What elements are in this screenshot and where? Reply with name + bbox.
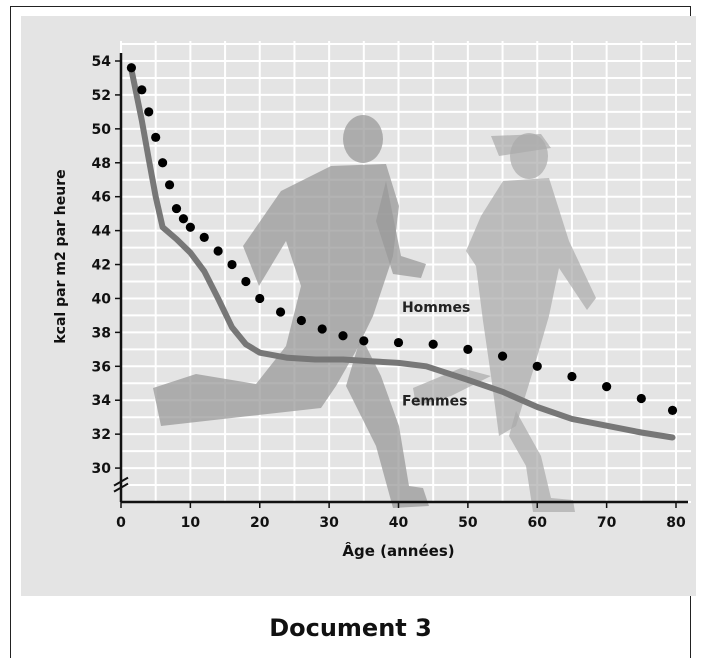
chart: 30 32 34 36 38 40 42 44 46 48 50 52 54 0 10 20 30 40 50 60…: [21, 16, 696, 596]
y-tick-label: 54: [92, 54, 112, 70]
y-tick-label: 30: [92, 461, 112, 477]
data-point-hommes: [199, 232, 209, 242]
data-point-hommes: [667, 405, 678, 416]
data-point-hommes: [317, 324, 327, 334]
x-tick-label: 20: [250, 515, 270, 531]
female-runner-silhouette: [413, 133, 596, 512]
data-point-hommes: [227, 259, 237, 270]
x-tick-label: 30: [319, 515, 339, 531]
y-tick-label: 50: [92, 122, 112, 138]
document-caption: Document 3: [269, 614, 432, 642]
data-point-hommes: [428, 339, 438, 349]
x-tick-label: 60: [528, 515, 548, 531]
data-point-hommes: [185, 222, 195, 232]
data-point-hommes: [567, 371, 577, 382]
axis-break-stroke: [113, 476, 129, 487]
data-point-hommes: [602, 382, 612, 392]
series-line-femmes: [128, 66, 676, 441]
data-point-hommes: [255, 293, 265, 304]
x-tick-label: 80: [666, 515, 686, 531]
data-point-hommes: [359, 336, 369, 346]
x-tick-labels: 0 10 20 30 40 50 60 70 80: [116, 502, 686, 531]
data-point-hommes: [137, 85, 147, 95]
y-tick-label: 52: [92, 88, 111, 104]
data-point-hommes: [126, 63, 137, 73]
y-axis-label: kcal par m2 par heure: [53, 169, 69, 343]
x-axis-label: Âge (années): [342, 541, 454, 560]
x-tick-label: 50: [458, 515, 478, 531]
data-point-hommes: [158, 158, 168, 168]
y-tick-label: 42: [92, 258, 111, 274]
data-point-hommes: [164, 180, 175, 190]
data-point-hommes: [171, 203, 182, 214]
data-point-hommes: [275, 307, 286, 317]
y-tick-label: 32: [92, 427, 111, 443]
data-point-hommes: [636, 393, 646, 404]
x-tick-label: 10: [181, 515, 201, 531]
y-tick-label: 36: [92, 359, 111, 375]
y-tick-label: 40: [92, 291, 112, 307]
y-tick-label: 46: [92, 190, 111, 206]
series-hommes: [126, 63, 678, 416]
data-point-hommes: [497, 351, 508, 361]
annotation-femmes: Femmes: [402, 393, 468, 409]
data-point-hommes: [241, 276, 251, 287]
x-tick-label: 70: [597, 515, 617, 531]
data-point-hommes: [151, 132, 161, 142]
annotation-hommes: Hommes: [402, 300, 470, 316]
y-tick-label: 34: [92, 393, 112, 409]
data-point-hommes: [463, 344, 473, 354]
y-tick-label: 44: [92, 224, 112, 240]
axes: [119, 53, 688, 504]
data-point-hommes: [144, 107, 154, 117]
y-tick-label: 48: [92, 156, 111, 172]
x-tick-label: 0: [116, 515, 126, 531]
y-axis-break-mark: [113, 476, 129, 493]
data-point-hommes: [393, 337, 404, 348]
data-point-hommes: [532, 361, 542, 371]
data-point-hommes: [296, 315, 306, 326]
x-tick-label: 40: [389, 515, 409, 531]
y-tick-labels: 30 32 34 36 38 40 42 44 46 48 50 52 54: [92, 54, 121, 477]
y-tick-label: 38: [92, 325, 111, 341]
data-point-hommes: [178, 214, 189, 224]
axis-break-stroke: [113, 482, 129, 493]
data-point-hommes: [338, 331, 348, 341]
data-point-hommes: [213, 246, 223, 256]
